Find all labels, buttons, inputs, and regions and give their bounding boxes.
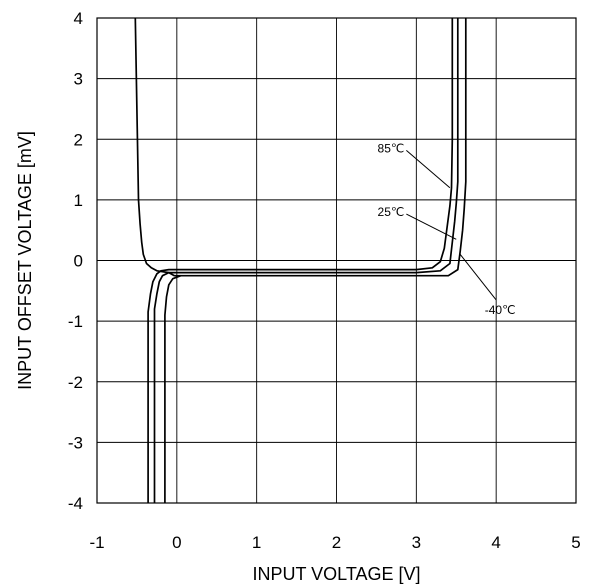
y-tick-label: 1 <box>74 191 83 210</box>
callout-leader-line <box>406 150 451 189</box>
x-axis-title: INPUT VOLTAGE [V] <box>252 564 420 584</box>
x-tick-label: 1 <box>252 533 261 552</box>
series-line-4 <box>164 274 182 503</box>
tick-labels: -1 0 1 2 3 4 5 4 3 2 1 0 -1 -2 -3 -4 <box>68 9 581 552</box>
callout-label: -40℃ <box>485 303 516 317</box>
y-tick-label: 4 <box>74 9 83 28</box>
y-tick-label: -3 <box>68 433 83 452</box>
series-layer <box>134 17 467 503</box>
y-axis-title: INPUT OFFSET VOLTAGE [mV] <box>15 131 35 390</box>
series-line-3 <box>134 17 467 277</box>
y-tick-label: -1 <box>68 312 83 331</box>
series-line-1 <box>147 18 454 503</box>
plot-frame <box>96 17 577 504</box>
callout-label: 85℃ <box>378 141 405 155</box>
x-tick-label: 0 <box>172 533 181 552</box>
annotation-layer: 85℃ 25℃ -40℃ <box>378 141 516 317</box>
callout-leader-line <box>459 254 497 301</box>
callout-label: 25℃ <box>378 205 405 219</box>
y-tick-label: -2 <box>68 373 83 392</box>
y-tick-label: -4 <box>68 494 83 513</box>
callout-leader-line <box>406 213 457 240</box>
x-tick-label: 2 <box>332 533 341 552</box>
x-tick-label: -1 <box>89 533 104 552</box>
series-line-2 <box>153 18 459 503</box>
x-tick-label: 5 <box>571 533 580 552</box>
y-tick-label: 3 <box>74 70 83 89</box>
x-tick-label: 4 <box>491 533 500 552</box>
y-tick-label: 2 <box>74 130 83 149</box>
x-tick-label: 3 <box>412 533 421 552</box>
y-tick-label: 0 <box>74 252 83 271</box>
